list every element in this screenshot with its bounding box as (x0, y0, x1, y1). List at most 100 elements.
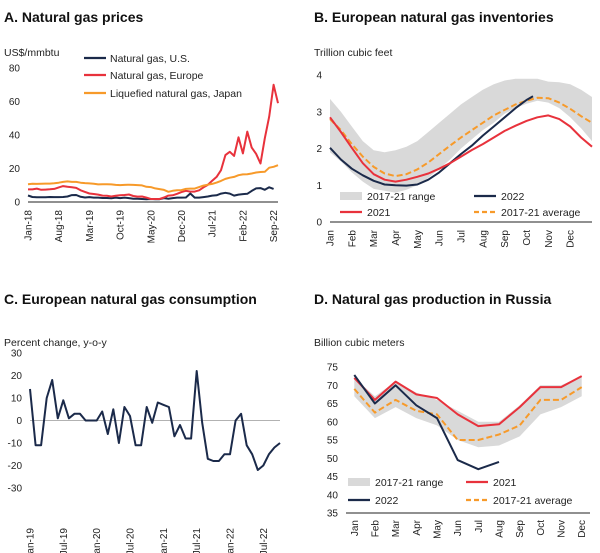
y-tick-label: 20 (11, 371, 23, 382)
x-tick-label: Jul-22 (259, 528, 270, 553)
x-tick-label: May (413, 230, 424, 249)
series-line-2021 (329, 114, 593, 183)
y-tick-label: 30 (11, 349, 23, 360)
legend-label-average: 2017-21 average (493, 495, 573, 507)
series-line-2022 (329, 95, 534, 187)
y-tick-label: 40 (9, 131, 21, 142)
legend-label-2021: 2021 (367, 207, 391, 219)
legend-label-2021: 2021 (493, 477, 517, 489)
x-tick-label: Jul-20 (126, 528, 137, 553)
x-tick-label: Aug (495, 520, 506, 538)
panel-d-title: D. Natural gas production in Russia (314, 291, 551, 307)
range-band (330, 78, 592, 193)
x-tick-label: Jan-18 (24, 210, 35, 241)
x-tick-label: Oct-19 (116, 210, 127, 240)
y-tick-label: 70 (327, 381, 339, 392)
x-tick-label: Nov (557, 520, 568, 538)
x-tick-label: Jul (474, 520, 485, 533)
range-band (354, 376, 582, 448)
legend-label-japan: Liquefied natural gas, Japan (110, 88, 242, 100)
panel-b-european-inventories: B. European natural gas inventories Tril… (314, 9, 593, 249)
legend-label-range: 2017-21 range (375, 477, 443, 489)
legend-label-range: 2017-21 range (367, 191, 435, 203)
x-tick-label: Jan (326, 230, 337, 246)
legend-label-europe: Natural gas, Europe (110, 70, 204, 82)
y-tick-label: 1 (316, 181, 322, 192)
panel-b-axes: 0 1 2 3 4 Jan Feb Mar Apr May Jun Jul Aug Sep Oct Nov De… (316, 71, 592, 249)
x-tick-label: Jan-20 (92, 528, 103, 553)
y-tick-label: 4 (316, 71, 322, 82)
y-tick-label: -10 (8, 439, 23, 450)
panel-d-plot (353, 374, 583, 471)
x-tick-label: Feb (347, 230, 358, 248)
x-tick-label: Sep (500, 230, 511, 248)
x-tick-label: Oct (536, 520, 547, 536)
panel-a-legend: Natural gas, U.S. Natural gas, Europe Li… (84, 53, 242, 100)
y-tick-label: 20 (9, 164, 21, 175)
panel-a-y-unit: US$/mmbtu (4, 47, 60, 59)
series-line-japan (27, 164, 279, 193)
x-tick-label: Jan-21 (159, 528, 170, 553)
y-tick-label: 0 (16, 416, 22, 427)
y-tick-label: 55 (327, 436, 339, 447)
x-tick-label: Jul-19 (59, 528, 70, 553)
panel-a-natural-gas-prices: A. Natural gas prices US$/mmbtu 0 20 40 60 8… (4, 9, 280, 243)
y-tick-label: 10 (11, 394, 23, 405)
y-tick-label: -20 (8, 461, 23, 472)
y-tick-label: 3 (316, 107, 322, 118)
y-tick-label: 40 (327, 490, 339, 501)
panel-c-axes: -30 -20 -10 0 10 20 30 Jan-19 Jul-19 Jan-20 Jul-20… (8, 349, 280, 553)
x-tick-label: Jun (453, 520, 464, 536)
panel-c-title: C. European natural gas consumption (4, 291, 257, 307)
panel-b-title: B. European natural gas inventories (314, 9, 554, 25)
legend-swatch-range (340, 192, 362, 200)
x-tick-label: Jun (435, 230, 446, 246)
x-tick-label: Feb (370, 520, 381, 538)
y-tick-label: -30 (8, 484, 23, 495)
x-tick-label: Dec (566, 230, 577, 248)
x-tick-label: Sep (515, 520, 526, 538)
panel-b-plot (329, 78, 593, 193)
x-tick-label: Mar-19 (85, 210, 96, 242)
x-tick-label: Nov (544, 230, 555, 248)
series-line-2022 (353, 374, 500, 471)
x-tick-label: Dec-20 (177, 210, 188, 243)
y-tick-label: 0 (14, 198, 20, 209)
panel-a-axes: 0 20 40 60 80 Jan-18 Aug-18 Mar-19 Oct-19 May-20 D… (9, 64, 280, 244)
panel-b-y-unit: Trillion cubic feet (314, 47, 392, 59)
series-line-us (27, 186, 274, 201)
x-tick-label: Mar (391, 519, 402, 537)
panel-a-title: A. Natural gas prices (4, 9, 143, 25)
x-tick-label: Feb-22 (238, 210, 249, 242)
x-tick-label: Mar (369, 229, 380, 247)
y-tick-label: 50 (327, 454, 339, 465)
panel-d-y-unit: Billion cubic meters (314, 337, 404, 349)
x-tick-label: Jan-19 (26, 528, 37, 553)
y-tick-label: 60 (9, 97, 21, 108)
x-tick-label: Sep-22 (269, 210, 280, 243)
y-tick-label: 0 (316, 218, 322, 229)
x-tick-label: Jan-22 (226, 528, 237, 553)
legend-label-2022: 2022 (501, 191, 525, 203)
x-tick-label: Oct (522, 230, 533, 246)
y-tick-label: 75 (327, 363, 339, 374)
y-tick-label: 45 (327, 472, 339, 483)
y-tick-label: 35 (327, 509, 339, 520)
series-line-2021 (353, 375, 583, 428)
x-tick-label: Jan (350, 520, 361, 536)
x-tick-label: Apr (412, 519, 423, 535)
x-tick-label: Apr (391, 229, 402, 245)
panel-a-plot (27, 83, 279, 201)
legend-label-2022: 2022 (375, 495, 399, 507)
legend-label-average: 2017-21 average (501, 207, 581, 219)
x-tick-label: May (432, 520, 443, 539)
panel-d-legend: 2017-21 range 2021 2022 2017-21 average (348, 477, 573, 507)
series-line-europe (28, 83, 279, 200)
y-tick-label: 60 (327, 417, 339, 428)
series-line-average (329, 96, 593, 178)
panel-b-legend: 2017-21 range 2022 2021 2017-21 average (340, 191, 581, 219)
x-tick-label: Aug (478, 230, 489, 248)
y-tick-label: 2 (316, 144, 322, 155)
x-tick-label: Dec (577, 520, 588, 538)
